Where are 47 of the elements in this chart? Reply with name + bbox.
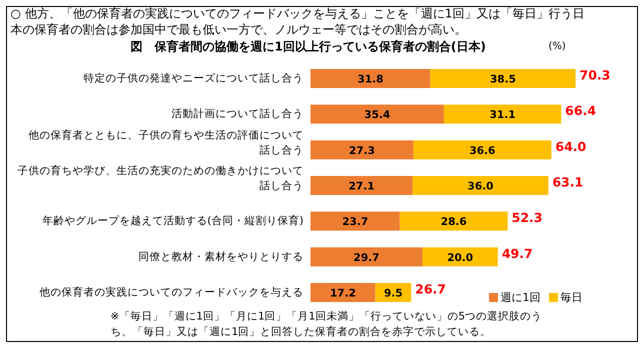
data-label: 23.7 xyxy=(342,216,368,228)
y-tick-label: 同僚と教材・素材をやりとりする xyxy=(138,250,304,263)
bar xyxy=(413,140,552,160)
bar xyxy=(310,212,400,231)
data-label: 36.6 xyxy=(469,144,496,157)
chart-title: 図 保育者間の協働を週に1回以上行っている保育者の割合(日本) xyxy=(130,40,486,54)
y-tick-label: 活動計画について話し合う xyxy=(172,107,304,120)
bar xyxy=(310,104,444,124)
total-label: 64.0 xyxy=(555,138,587,154)
data-label: 31.8 xyxy=(357,74,384,86)
y-tick-label: 年齢やグループを越えて活動する(合同・縦割り保育) xyxy=(42,214,304,228)
data-label: 28.6 xyxy=(440,216,467,228)
bar xyxy=(310,69,430,88)
text: ※「毎日」「週に1回」「月に1回」「月1回未満」「行っていない」の5つの選択肢のうち、「毎日」又は「週に1回」と回答した保育者の割合を赤字で示している。 xyxy=(110,310,542,338)
x-axis-title: (%) xyxy=(548,41,566,52)
bar xyxy=(310,247,422,266)
data-label: 38.5 xyxy=(490,74,516,86)
bar xyxy=(412,176,548,195)
total-label: 63.1 xyxy=(552,174,584,190)
total-label: 26.7 xyxy=(415,282,446,296)
bar xyxy=(430,69,576,88)
legend-label: 週に1回 xyxy=(500,291,540,304)
total-label: 49.7 xyxy=(502,246,533,261)
bar xyxy=(310,176,413,195)
data-label: 17.2 xyxy=(330,288,356,300)
bar xyxy=(422,247,498,266)
y-tick-label: 他の保育者の実践についてのフィードバックを与える xyxy=(40,286,304,298)
total-label: 52.3 xyxy=(512,210,542,226)
data-label: 27.1 xyxy=(348,180,375,192)
bar xyxy=(310,283,376,302)
data-label: 35.4 xyxy=(364,109,390,122)
y-tick-label: 特定の子供の発達やニーズについて話し合う xyxy=(84,72,304,84)
data-label: 27.3 xyxy=(349,144,375,157)
legend-label: 毎日 xyxy=(560,291,582,304)
text: ○ 他方、「他の保育者の実践についてのフィードバックを与える」ことを「週に1回」又は「毎日」行う日本の保育者の割合は参加国中で最も低い一方で、ノルウェー等ではその割合が高い。 xyxy=(10,6,584,37)
bar xyxy=(400,212,508,231)
data-label: 36.0 xyxy=(468,180,494,192)
data-label: 29.7 xyxy=(354,252,380,264)
data-label: 20.0 xyxy=(447,252,474,264)
y-tick-label: 子供の育ちや学び、生活の充実のための働きかけについて話し合う xyxy=(18,164,304,192)
data-label: 9.5 xyxy=(384,288,403,300)
data-label: 31.1 xyxy=(490,109,516,122)
bar xyxy=(444,104,562,124)
total-label: 70.3 xyxy=(580,68,610,82)
total-label: 66.4 xyxy=(565,103,596,118)
bar xyxy=(310,140,414,160)
y-tick-label: 他の保育者とともに、子供の育ちや生活の評価について話し合う xyxy=(28,128,304,156)
